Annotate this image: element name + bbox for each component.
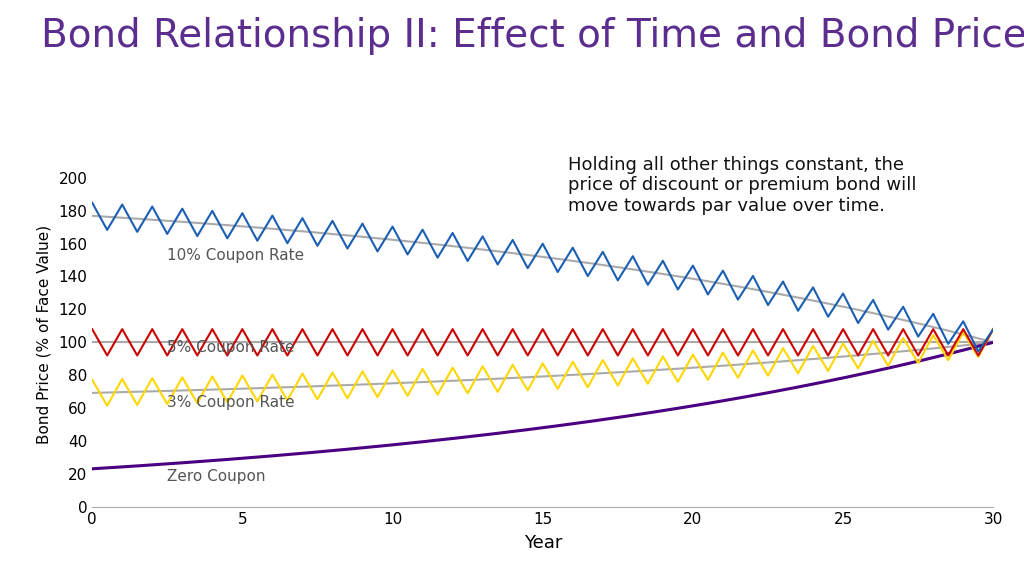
Text: Zero Coupon: Zero Coupon bbox=[167, 469, 266, 484]
Text: 5% Coupon Rate: 5% Coupon Rate bbox=[167, 340, 295, 355]
X-axis label: Year: Year bbox=[523, 534, 562, 552]
Text: 10% Coupon Rate: 10% Coupon Rate bbox=[167, 248, 304, 263]
Text: Bond Relationship II: Effect of Time and Bond Price: Bond Relationship II: Effect of Time and… bbox=[41, 17, 1024, 55]
Y-axis label: Bond Price (% of Face Value): Bond Price (% of Face Value) bbox=[37, 225, 51, 444]
Text: Holding all other things constant, the
price of discount or premium bond will
mo: Holding all other things constant, the p… bbox=[568, 156, 916, 215]
Text: 3% Coupon Rate: 3% Coupon Rate bbox=[167, 395, 295, 410]
